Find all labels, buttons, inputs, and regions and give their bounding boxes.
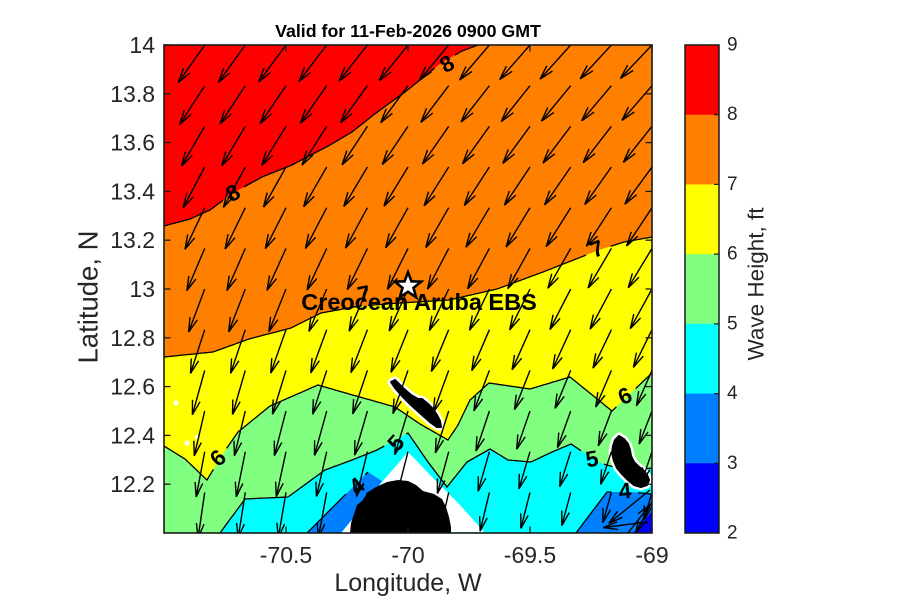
- svg-text:3: 3: [727, 453, 738, 474]
- svg-text:Valid for 11-Feb-2026 0900 GMT: Valid for 11-Feb-2026 0900 GMT: [275, 21, 541, 41]
- svg-text:5: 5: [727, 313, 738, 334]
- svg-text:8: 8: [727, 104, 738, 125]
- svg-text:7: 7: [355, 280, 372, 307]
- svg-text:Latitude, N: Latitude, N: [73, 230, 104, 363]
- svg-text:12.2: 12.2: [110, 471, 155, 497]
- svg-text:12.6: 12.6: [110, 374, 155, 400]
- svg-text:12.4: 12.4: [110, 422, 155, 448]
- svg-text:4: 4: [618, 478, 633, 504]
- svg-text:9: 9: [727, 35, 738, 56]
- svg-text:13.4: 13.4: [110, 178, 155, 204]
- svg-text:7: 7: [727, 174, 738, 195]
- svg-text:14: 14: [129, 32, 155, 58]
- svg-text:4: 4: [727, 383, 738, 404]
- svg-text:13.6: 13.6: [110, 130, 155, 156]
- svg-text:Creocean Aruba EBS: Creocean Aruba EBS: [301, 289, 537, 315]
- svg-text:-70: -70: [391, 542, 424, 568]
- svg-text:13.8: 13.8: [110, 81, 155, 107]
- svg-text:-70.5: -70.5: [260, 542, 312, 568]
- svg-text:13.2: 13.2: [110, 227, 155, 253]
- svg-text:6: 6: [727, 244, 738, 265]
- svg-text:2: 2: [727, 523, 738, 544]
- svg-text:12.8: 12.8: [110, 325, 155, 351]
- svg-text:Longitude, W: Longitude, W: [334, 569, 482, 597]
- svg-text:Wave Height, ft: Wave Height, ft: [744, 207, 769, 361]
- svg-text:-69.5: -69.5: [504, 542, 556, 568]
- svg-text:13: 13: [129, 276, 155, 302]
- svg-text:-69: -69: [635, 542, 668, 568]
- svg-text:5: 5: [584, 446, 601, 473]
